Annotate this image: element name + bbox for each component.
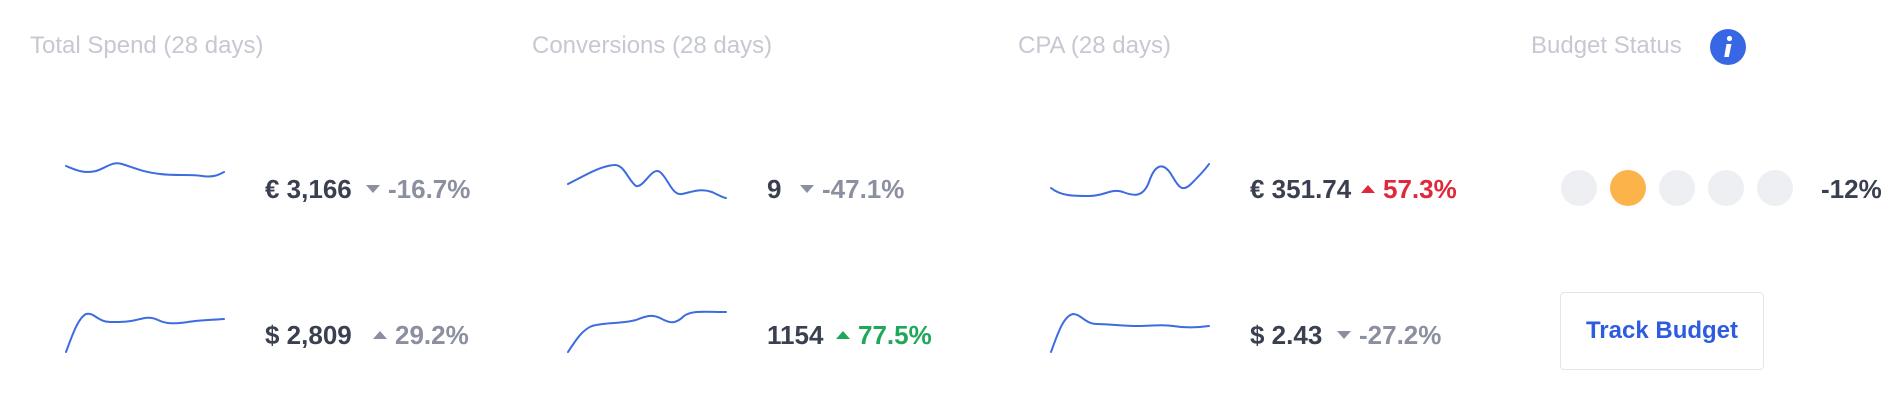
spend-eur-sparkline xyxy=(65,162,225,178)
conversions-2-delta: 77.5% xyxy=(836,320,932,350)
spend-usd-delta: 29.2% xyxy=(373,320,469,350)
cpa-eur-delta: 57.3% xyxy=(1361,174,1457,204)
caret-down-icon xyxy=(1337,331,1351,339)
caret-down-icon xyxy=(800,185,814,193)
spend-usd-sparkline xyxy=(65,312,225,353)
spend-eur-delta: -16.7% xyxy=(366,174,470,204)
budget-dot-2 xyxy=(1610,170,1646,206)
cpa-usd-sparkline xyxy=(1050,313,1210,353)
info-icon[interactable] xyxy=(1710,29,1746,65)
info-glyph xyxy=(1724,35,1733,57)
budget-dot-3 xyxy=(1659,170,1695,206)
budget-dot-1 xyxy=(1561,170,1597,206)
conversions-title: Conversions (28 days) xyxy=(532,32,773,59)
spend-usd-value: $ 2,809 xyxy=(265,320,352,350)
conversions-1-value: 9 xyxy=(767,174,782,204)
budget-status-title: Budget Status xyxy=(1531,32,1682,59)
conversions-2-delta-value: 77.5% xyxy=(858,320,932,350)
budget-dot-5 xyxy=(1757,170,1793,206)
spend-eur-value: € 3,166 xyxy=(265,174,352,204)
caret-down-icon xyxy=(366,185,380,193)
cpa-usd-delta-value: -27.2% xyxy=(1359,320,1442,350)
caret-up-icon xyxy=(373,331,387,339)
caret-up-icon xyxy=(1361,185,1375,193)
spend-usd-delta-value: 29.2% xyxy=(395,320,469,350)
budget-percent: -12% xyxy=(1821,174,1882,204)
conversions-2-value: 1154 xyxy=(767,320,824,350)
conversions-1-delta: -47.1% xyxy=(800,174,904,204)
cpa-eur-sparkline xyxy=(1050,163,1210,197)
spend-eur-delta-value: -16.7% xyxy=(388,174,471,204)
budget-dot-4 xyxy=(1708,170,1744,206)
cpa-usd-delta: -27.2% xyxy=(1337,320,1441,350)
conversions-1-sparkline xyxy=(567,164,727,199)
conversions-1-delta-value: -47.1% xyxy=(822,174,905,204)
cpa-eur-delta-value: 57.3% xyxy=(1383,174,1457,204)
total-spend-title: Total Spend (28 days) xyxy=(30,32,264,59)
track-budget-button[interactable]: Track Budget xyxy=(1560,292,1764,370)
cpa-eur-value: € 351.74 xyxy=(1250,174,1352,204)
conversions-2-sparkline xyxy=(567,310,727,353)
caret-up-icon xyxy=(836,331,850,339)
cpa-usd-value: $ 2.43 xyxy=(1250,320,1323,350)
cpa-title: CPA (28 days) xyxy=(1018,32,1171,59)
